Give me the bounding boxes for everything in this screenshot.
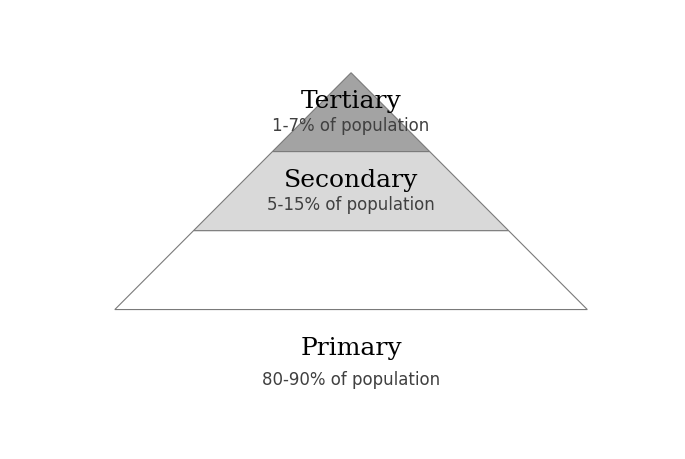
Text: 5-15% of population: 5-15% of population (267, 196, 435, 214)
Polygon shape (115, 231, 587, 309)
Text: Secondary: Secondary (284, 169, 419, 192)
Polygon shape (193, 151, 509, 231)
Text: 1-7% of population: 1-7% of population (273, 118, 429, 135)
Polygon shape (273, 73, 429, 151)
Text: Primary: Primary (300, 337, 402, 360)
Text: Tertiary: Tertiary (301, 90, 401, 113)
Text: 80-90% of population: 80-90% of population (262, 371, 440, 389)
